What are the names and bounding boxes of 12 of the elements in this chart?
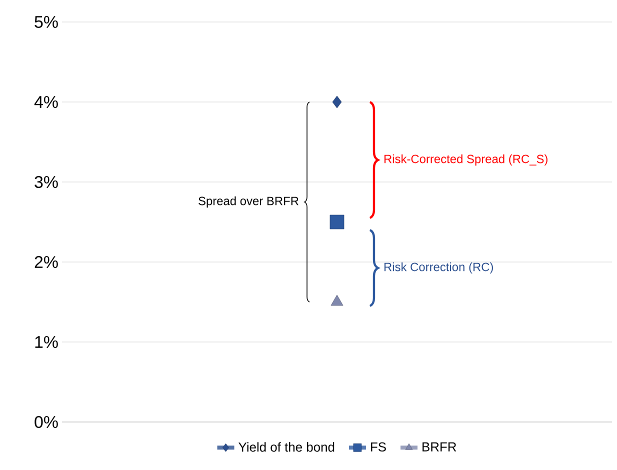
annotation: Risk-Corrected Spread (RC_S) xyxy=(384,154,548,166)
annotation: Risk Correction (RC) xyxy=(384,262,493,274)
y-tick-label: 4% xyxy=(34,96,58,108)
y-tick-label: 1% xyxy=(35,336,58,348)
y-tick-label: 0% xyxy=(34,416,58,428)
legend-label: FS xyxy=(371,442,386,452)
y-tick-label: 2% xyxy=(34,256,58,268)
legend-label: Yield of the bond xyxy=(238,442,334,452)
annotation: Spread over BRFR xyxy=(198,196,298,208)
y-tick-label: 5% xyxy=(34,16,58,28)
legend-label: BRFR xyxy=(422,442,456,452)
y-tick-label: 3% xyxy=(34,176,58,188)
